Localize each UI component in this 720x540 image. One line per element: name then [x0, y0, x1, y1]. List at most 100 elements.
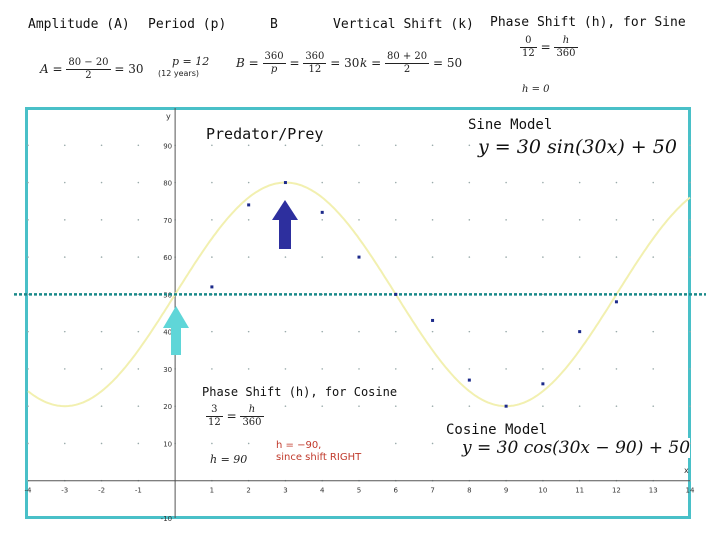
y-tick-label: -10 — [161, 515, 172, 523]
grid-dot — [431, 368, 434, 370]
grid-dot — [27, 256, 29, 258]
grid-dot — [505, 330, 507, 333]
grid-dot — [652, 181, 655, 184]
b-eq-mid: = — [289, 56, 304, 70]
grid-dot — [211, 442, 213, 445]
grid-dot — [652, 219, 655, 221]
max-arrow-head — [272, 200, 298, 220]
sine-model-title: Sine Model — [468, 117, 553, 133]
y-tick-label: 80 — [163, 180, 172, 188]
amplitude-equation: A = 80 − 20 2 = 30 — [40, 57, 144, 82]
x-tick-label: 9 — [504, 487, 508, 495]
grid-dot — [431, 442, 434, 445]
data-point — [357, 255, 361, 259]
x-tick-label: 13 — [649, 487, 658, 495]
phase-cosine-note-line1: h = −90, — [276, 440, 322, 451]
x-tick-label: -4 — [25, 487, 33, 495]
grid-dot — [321, 405, 324, 407]
amplitude-title: Amplitude (A) — [28, 17, 130, 32]
grid-dot — [247, 256, 250, 258]
grid-dot — [689, 405, 691, 407]
grid-dot — [431, 330, 434, 333]
grid-dot — [505, 219, 507, 221]
grid-dot — [100, 330, 103, 333]
grid-dot — [27, 442, 29, 445]
data-point — [504, 404, 508, 408]
vshift-eq-lhs: k = — [360, 56, 385, 70]
y-tick-label: 70 — [163, 217, 172, 225]
phase-shift-cosine-equation: 3 12 = h 360 — [206, 404, 264, 429]
b-title: B — [270, 17, 278, 32]
grid-dot — [321, 330, 324, 333]
period-note: (12 years) — [158, 69, 199, 78]
phase-shift-sine-title: Phase Shift (h), for Sine — [490, 15, 686, 30]
grid-dot — [247, 219, 250, 221]
grid-dot — [27, 405, 29, 407]
grid-dot — [542, 219, 544, 221]
data-point — [320, 210, 324, 214]
x-tick-label: -3 — [61, 487, 68, 495]
grid-dot — [211, 256, 213, 258]
grid-dot — [542, 368, 544, 370]
x-tick-label: 12 — [612, 487, 621, 495]
sine-model-equation: y = 30 sin(30x) + 50 — [478, 136, 677, 158]
grid-dot — [431, 405, 434, 407]
b-eq-rhs: = 30 — [330, 56, 360, 70]
y-axis-label: y — [166, 112, 171, 121]
grid-dot — [689, 256, 691, 258]
phase-cos-denominator-2: 360 — [242, 417, 262, 428]
grid-dot — [100, 442, 103, 445]
grid-dot — [211, 368, 213, 370]
grid-dot — [542, 181, 544, 184]
grid-dot — [63, 144, 66, 147]
phase-shift-sine-equation: 0 12 = h 360 — [520, 35, 578, 60]
grid-dot — [284, 368, 287, 370]
grid-dot — [358, 219, 360, 221]
amplitude-fraction: 80 − 20 2 — [66, 57, 111, 82]
amplitude-denominator: 2 — [85, 70, 92, 81]
phase-cos-numerator-2: h — [240, 404, 264, 417]
b-fraction-2: 360 12 — [303, 51, 327, 76]
grid-dot — [137, 144, 140, 147]
grid-dot — [652, 330, 655, 333]
x-tick-label: 2 — [246, 487, 250, 495]
grid-dot — [27, 330, 29, 333]
grid-dot — [542, 293, 544, 296]
grid-dot — [394, 181, 397, 184]
grid-dot — [358, 330, 360, 333]
grid-dot — [394, 368, 397, 370]
period-equation: p = 12 — [172, 55, 210, 68]
cosine-model-equation: y = 30 cos(30x − 90) + 50 — [462, 438, 691, 458]
grid-dot — [689, 219, 691, 221]
vertical-shift-title: Vertical Shift (k) — [333, 17, 474, 32]
x-tick-label: -2 — [98, 487, 105, 495]
grid-dot — [137, 330, 140, 333]
grid-dot — [211, 330, 213, 333]
x-tick-label: 5 — [357, 487, 361, 495]
grid-dot — [63, 368, 66, 370]
grid-dot — [652, 256, 655, 258]
grid-dot — [137, 256, 140, 258]
grid-dot — [63, 330, 66, 333]
grid-dot — [100, 368, 103, 370]
grid-dots — [27, 144, 691, 482]
grid-dot — [578, 405, 581, 407]
grid-dot — [468, 330, 471, 333]
grid-dot — [100, 144, 103, 147]
grid-dot — [137, 293, 140, 296]
data-point — [431, 318, 435, 322]
grid-dot — [652, 368, 655, 370]
grid-dot — [63, 442, 66, 445]
y-tick-label: 20 — [163, 403, 172, 411]
sine-curve — [27, 181, 691, 408]
grid-dot — [615, 405, 618, 407]
x-tick-label: 3 — [283, 487, 287, 495]
y-tick-label: 30 — [163, 366, 172, 374]
grid-dot — [63, 256, 66, 258]
grid-dot — [394, 256, 397, 258]
grid-dot — [321, 368, 324, 370]
grid-dot — [247, 181, 250, 184]
phase-cos-denominator-1: 12 — [208, 417, 221, 428]
grid-dot — [394, 330, 397, 333]
tick-labels: -4 -3 -2 -1 1 2 3 4 5 6 7 8 9 10 11 12 13 149080706050403… — [25, 142, 695, 523]
